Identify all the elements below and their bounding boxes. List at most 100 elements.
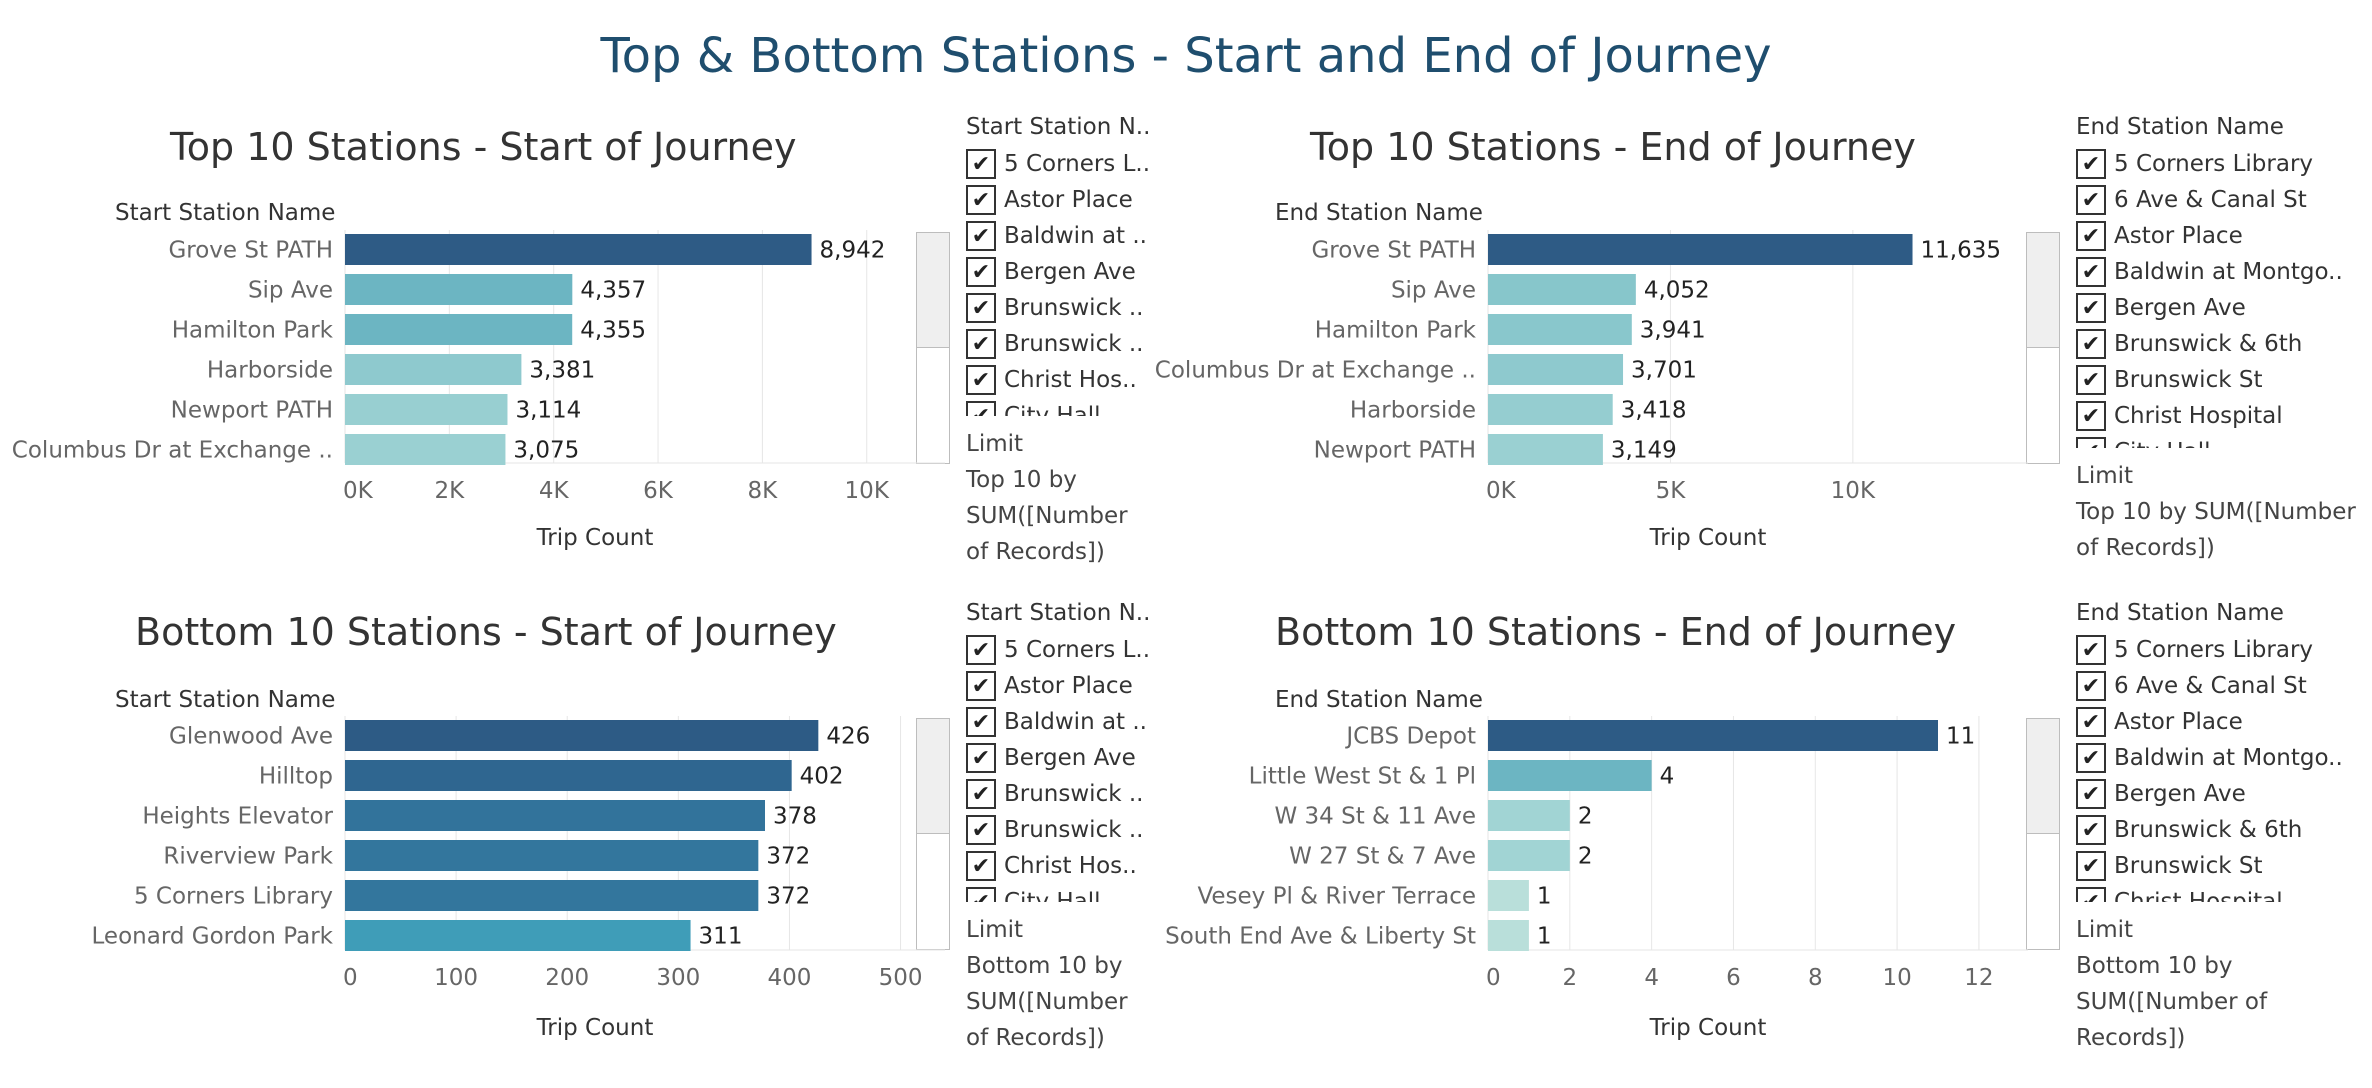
checkbox-checked[interactable]: ✔	[966, 779, 996, 809]
filter-item[interactable]: ✔ Bergen Ave	[2076, 776, 2372, 812]
filter-item[interactable]: ✔ 6 Ave & Canal St	[2076, 182, 2372, 218]
checkbox-checked[interactable]: ✔	[2076, 707, 2106, 737]
checkbox-checked[interactable]: ✔	[966, 707, 996, 737]
checkbox-checked[interactable]: ✔	[966, 743, 996, 773]
filter-item[interactable]: ✔ Astor Place	[2076, 218, 2372, 254]
bar[interactable]	[345, 394, 508, 425]
filter-item[interactable]: ✔ Christ Hos..	[966, 362, 1156, 398]
checkbox-checked[interactable]: ✔	[966, 401, 996, 416]
checkbox-checked[interactable]: ✔	[2076, 149, 2106, 179]
bar[interactable]	[345, 760, 792, 791]
bar[interactable]	[1488, 840, 1570, 871]
filter-item[interactable]: ✔ Astor Place	[966, 182, 1156, 218]
filter-item[interactable]: ✔ Baldwin at ..	[966, 218, 1156, 254]
scroll-thumb[interactable]	[917, 719, 949, 834]
scroll-thumb[interactable]	[2027, 233, 2059, 348]
filter-item[interactable]: ✔ 5 Corners L..	[966, 146, 1156, 182]
bar[interactable]	[1488, 234, 1913, 265]
checkbox-checked[interactable]: ✔	[966, 851, 996, 881]
filter-item[interactable]: ✔ City Hall	[2076, 434, 2372, 448]
bar[interactable]	[345, 720, 819, 751]
checkbox-checked[interactable]: ✔	[2076, 401, 2106, 431]
filter-item[interactable]: ✔ Brunswick St	[2076, 848, 2372, 884]
filter-item[interactable]: ✔ Christ Hos..	[966, 848, 1156, 884]
checkbox-checked[interactable]: ✔	[2076, 635, 2106, 665]
filter-item[interactable]: ✔ 5 Corners L..	[966, 632, 1156, 668]
checkbox-checked[interactable]: ✔	[966, 671, 996, 701]
bar[interactable]	[345, 274, 573, 305]
bar[interactable]	[345, 354, 522, 385]
bar[interactable]	[345, 434, 506, 465]
bar[interactable]	[345, 314, 573, 345]
checkbox-checked[interactable]: ✔	[2076, 185, 2106, 215]
scroll-thumb[interactable]	[917, 233, 949, 348]
filter-item[interactable]: ✔ City Hall	[966, 398, 1156, 416]
filter-item[interactable]: ✔ Christ Hospital	[2076, 398, 2372, 434]
bar[interactable]	[1488, 920, 1529, 951]
checkbox-checked[interactable]: ✔	[966, 149, 996, 179]
filter-item[interactable]: ✔ 5 Corners Library	[2076, 146, 2372, 182]
checkbox-checked[interactable]: ✔	[2076, 257, 2106, 287]
checkbox-checked[interactable]: ✔	[966, 257, 996, 287]
filter-checkbox-list[interactable]: ✔ 5 Corners L.. ✔ Astor Place ✔ Baldwin at ..…	[966, 632, 1156, 902]
filter-item[interactable]: ✔ Brunswick & 6th	[2076, 812, 2372, 848]
checkbox-checked[interactable]: ✔	[966, 221, 996, 251]
checkbox-checked[interactable]: ✔	[2076, 329, 2106, 359]
checkbox-checked[interactable]: ✔	[2076, 815, 2106, 845]
filter-item[interactable]: ✔ Bergen Ave	[966, 740, 1156, 776]
checkbox-checked[interactable]: ✔	[2076, 221, 2106, 251]
filter-item[interactable]: ✔ Baldwin at Montgo..	[2076, 254, 2372, 290]
filter-item[interactable]: ✔ Brunswick ..	[966, 290, 1156, 326]
bar[interactable]	[1488, 800, 1570, 831]
bar[interactable]	[1488, 314, 1632, 345]
filter-item[interactable]: ✔ 5 Corners Library	[2076, 632, 2372, 668]
checkbox-checked[interactable]: ✔	[966, 815, 996, 845]
filter-item[interactable]: ✔ Bergen Ave	[966, 254, 1156, 290]
filter-item[interactable]: ✔ Brunswick & 6th	[2076, 326, 2372, 362]
filter-item[interactable]: ✔ Bergen Ave	[2076, 290, 2372, 326]
checkbox-checked[interactable]: ✔	[966, 329, 996, 359]
filter-item[interactable]: ✔ Christ Hospital	[2076, 884, 2372, 902]
filter-item[interactable]: ✔ Brunswick ..	[966, 776, 1156, 812]
checkbox-checked[interactable]: ✔	[2076, 887, 2106, 902]
filter-item[interactable]: ✔ Baldwin at ..	[966, 704, 1156, 740]
filter-item[interactable]: ✔ City Hall	[966, 884, 1156, 902]
checkbox-checked[interactable]: ✔	[2076, 743, 2106, 773]
bar[interactable]	[345, 840, 759, 871]
filter-item[interactable]: ✔ Brunswick ..	[966, 326, 1156, 362]
checkbox-checked[interactable]: ✔	[966, 293, 996, 323]
filter-item[interactable]: ✔ Brunswick St	[2076, 362, 2372, 398]
checkbox-checked[interactable]: ✔	[966, 365, 996, 395]
scrollbar-bottom-end[interactable]	[2026, 718, 2060, 950]
bar[interactable]	[1488, 354, 1624, 385]
filter-checkbox-list[interactable]: ✔ 5 Corners L.. ✔ Astor Place ✔ Baldwin at ..…	[966, 146, 1156, 416]
bar[interactable]	[1488, 434, 1603, 465]
bar[interactable]	[1488, 880, 1529, 911]
checkbox-checked[interactable]: ✔	[966, 185, 996, 215]
filter-item[interactable]: ✔ 6 Ave & Canal St	[2076, 668, 2372, 704]
bar[interactable]	[1488, 394, 1613, 425]
scrollbar-top-end[interactable]	[2026, 232, 2060, 464]
filter-checkbox-list[interactable]: ✔ 5 Corners Library ✔ 6 Ave & Canal St ✔ Asto…	[2076, 632, 2372, 902]
checkbox-checked[interactable]: ✔	[2076, 671, 2106, 701]
checkbox-checked[interactable]: ✔	[966, 887, 996, 902]
checkbox-checked[interactable]: ✔	[2076, 437, 2106, 448]
checkbox-checked[interactable]: ✔	[2076, 365, 2106, 395]
checkbox-checked[interactable]: ✔	[966, 635, 996, 665]
bar[interactable]	[345, 800, 765, 831]
filter-item[interactable]: ✔ Baldwin at Montgo..	[2076, 740, 2372, 776]
bar[interactable]	[1488, 760, 1652, 791]
filter-item[interactable]: ✔ Astor Place	[2076, 704, 2372, 740]
filter-item[interactable]: ✔ Astor Place	[966, 668, 1156, 704]
bar[interactable]	[345, 234, 812, 265]
checkbox-checked[interactable]: ✔	[2076, 293, 2106, 323]
bar[interactable]	[345, 880, 759, 911]
checkbox-checked[interactable]: ✔	[2076, 851, 2106, 881]
scrollbar-top-start[interactable]	[916, 232, 950, 464]
filter-item[interactable]: ✔ Brunswick ..	[966, 812, 1156, 848]
scroll-thumb[interactable]	[2027, 719, 2059, 834]
scrollbar-bottom-start[interactable]	[916, 718, 950, 950]
bar[interactable]	[345, 920, 691, 951]
checkbox-checked[interactable]: ✔	[2076, 779, 2106, 809]
bar[interactable]	[1488, 720, 1938, 751]
